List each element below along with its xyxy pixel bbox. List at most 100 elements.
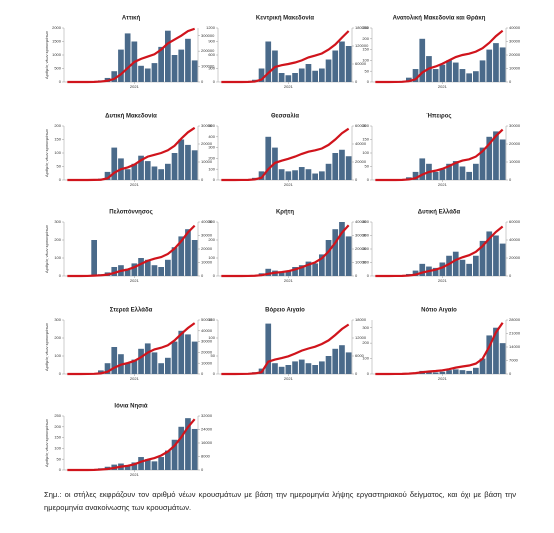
x-tick-label: 2021 — [438, 84, 448, 89]
bar — [406, 77, 412, 82]
y-tick-label: 0 — [59, 177, 62, 182]
cumulative-line — [67, 27, 196, 84]
y-tick-label: 250 — [362, 25, 369, 30]
x-tick-label: 2021 — [130, 278, 140, 283]
bar — [298, 359, 305, 374]
bar — [185, 418, 191, 470]
bar — [325, 59, 332, 82]
bar — [446, 255, 452, 276]
bar — [305, 169, 312, 180]
bar — [473, 255, 479, 276]
y-tick-label: 0 — [213, 273, 216, 278]
bar — [158, 363, 164, 374]
y2-tick-label: 20000 — [355, 159, 367, 164]
y-tick-label: 200 — [362, 340, 369, 345]
y2-tick-label: 10000 — [509, 66, 521, 71]
bar — [493, 43, 499, 82]
bar — [185, 229, 191, 276]
cumulative-line — [375, 225, 504, 278]
y2-tick-label: 20000 — [355, 246, 367, 251]
bar — [499, 243, 506, 276]
chart-title: Αττική — [122, 16, 141, 22]
note: Σημ.: οι στήλες εκφράζουν τον αριθμό νέω… — [44, 490, 516, 512]
cumulative-line — [67, 322, 196, 376]
cumulative-line — [375, 128, 504, 182]
bar — [325, 240, 332, 276]
y-tick-label: 100 — [362, 150, 369, 155]
bar — [285, 270, 292, 276]
y-tick-label: 0 — [213, 177, 216, 182]
bar — [178, 139, 185, 180]
y2-tick-label: 40000 — [355, 141, 367, 146]
x-tick-label: 2021 — [130, 376, 140, 381]
bar — [278, 366, 285, 374]
bar — [486, 231, 493, 276]
bar — [499, 47, 506, 82]
chart-title: Στερεά Ελλάδα — [110, 308, 153, 314]
chart-title: Νότιο Αιγαίο — [421, 308, 457, 314]
bar — [191, 150, 198, 180]
bar — [312, 173, 318, 180]
bar — [292, 267, 298, 276]
y-tick-label: 150 — [54, 137, 61, 142]
y2-tick-label: 21000 — [509, 331, 521, 336]
bar — [499, 343, 506, 374]
cumulative-line — [375, 322, 504, 376]
y-tick-label: 0 — [59, 467, 62, 472]
y-tick-label: 100 — [54, 445, 61, 450]
y2-tick-label: 0 — [509, 273, 512, 278]
chart-title: Δυτική Μακεδονία — [105, 114, 157, 120]
y2-tick-label: 30000 — [201, 233, 213, 238]
y2-tick-label: 20000 — [201, 246, 213, 251]
bar — [178, 330, 185, 374]
y2-tick-label: 10000 — [201, 260, 213, 265]
cumulative-line — [67, 126, 196, 182]
cumulative-line — [221, 127, 350, 182]
bar — [285, 171, 292, 180]
bar — [158, 46, 164, 82]
bar — [191, 240, 198, 276]
bar — [158, 457, 164, 470]
y-tick-label: 1200 — [206, 25, 216, 30]
bar — [439, 169, 446, 180]
y-tick-label: 200 — [54, 335, 61, 340]
y2-tick-label: 18000 — [355, 317, 367, 322]
y-tick-label: 250 — [54, 413, 61, 418]
bar — [446, 370, 452, 374]
y2-tick-label: 7000 — [509, 358, 519, 363]
bar — [432, 372, 439, 374]
y-tick-label: 50 — [211, 353, 216, 358]
y2-tick-label: 6000 — [355, 353, 365, 358]
bar — [446, 163, 452, 180]
bar — [305, 64, 312, 82]
y-tick-label: 300 — [362, 325, 369, 330]
y-tick-label: 300 — [208, 219, 215, 224]
y-tick-label: 150 — [362, 47, 369, 52]
bar — [265, 136, 272, 180]
y-tick-label: 300 — [54, 317, 61, 322]
bar — [185, 334, 191, 374]
y2-tick-label: 0 — [201, 79, 204, 84]
y2-tick-label: 180000 — [355, 25, 369, 30]
y-tick-label: 50 — [57, 456, 62, 461]
bar — [178, 236, 185, 276]
y-tick-label: 100 — [362, 356, 369, 361]
bar — [104, 171, 111, 180]
y2-tick-label: 24000 — [201, 427, 213, 432]
bar — [171, 153, 178, 180]
bar — [325, 356, 332, 374]
bar — [452, 251, 459, 276]
y2-tick-label: 10000 — [201, 159, 213, 164]
bar — [412, 69, 419, 82]
bar — [319, 361, 325, 374]
x-tick-label: 2021 — [130, 84, 140, 89]
bar — [493, 327, 499, 374]
y2-tick-label: 30000 — [201, 339, 213, 344]
bar — [258, 68, 265, 82]
bar — [473, 367, 479, 374]
y-tick-label: 200 — [208, 155, 215, 160]
y2-tick-label: 20000 — [201, 349, 213, 354]
y2-tick-label: 0 — [509, 79, 512, 84]
bar — [191, 428, 198, 470]
y2-tick-label: 0 — [201, 371, 204, 376]
